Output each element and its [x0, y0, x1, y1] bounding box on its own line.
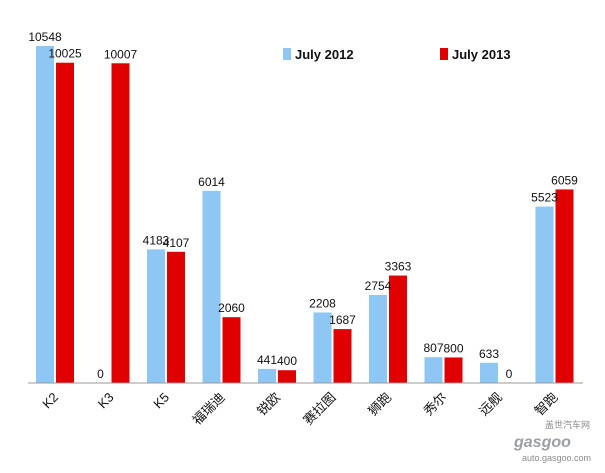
value-label-july-2013-9: 6059 [551, 173, 578, 187]
bar-july-2013-4 [278, 370, 296, 383]
x-tick-label-9: 智跑 [532, 390, 561, 419]
x-tick-label-5: 赛拉图 [300, 390, 338, 428]
watermark-cn: 盖世汽车网 [545, 419, 590, 430]
bar-july-2013-6 [389, 275, 407, 383]
bar-july-2012-0 [36, 46, 54, 383]
bar-july-2013-1 [111, 63, 130, 383]
watermark: 盖世汽车网 gasgoo auto.gasgoo.com [513, 419, 591, 463]
x-tick-label-4: 锐欧 [254, 390, 283, 419]
value-label-july-2013-8: 0 [506, 367, 513, 381]
legend: July 2012 July 2013 [283, 47, 511, 62]
value-label-july-2012-9: 5523 [531, 191, 558, 205]
x-tick-label-8: 远舰 [476, 390, 505, 419]
x-tick-label-2: K5 [150, 390, 172, 412]
watermark-logo: gasgoo [513, 434, 571, 451]
x-tick-label-3: 福瑞迪 [189, 390, 227, 428]
bar-july-2012-7 [424, 357, 443, 383]
value-label-july-2013-2: 4107 [163, 236, 190, 250]
value-label-july-2012-0: 10548 [28, 30, 62, 44]
bar-july-2013-3 [222, 317, 241, 383]
bar-july-2013-7 [444, 357, 463, 383]
value-label-july-2012-6: 2754 [365, 279, 392, 293]
bar-july-2012-2 [147, 249, 165, 383]
bar-july-2013-5 [333, 329, 352, 383]
bar-july-2013-2 [167, 251, 185, 383]
x-tick-label-0: K2 [39, 390, 61, 412]
bar-july-2012-9 [535, 206, 554, 383]
value-label-july-2012-7: 807 [423, 341, 443, 355]
bar-july-2012-8 [480, 362, 498, 383]
value-label-july-2013-1: 10007 [104, 47, 138, 61]
value-label-july-2012-1: 0 [97, 367, 104, 381]
value-label-july-2012-4: 441 [257, 353, 277, 367]
x-tick-labels-layer: K2 K3 K5 福瑞迪 锐欧 赛拉图 狮跑 秀尔 远舰 智跑 [39, 390, 560, 428]
value-label-july-2013-7: 800 [443, 341, 463, 355]
bar-july-2012-6 [369, 295, 387, 383]
value-label-july-2013-6: 3363 [385, 260, 412, 274]
watermark-url: auto.gasgoo.com [522, 453, 591, 463]
legend-swatch-july-2012 [283, 48, 291, 60]
value-label-july-2012-2: 4183 [143, 233, 170, 247]
x-tick-label-1: K3 [95, 390, 117, 412]
legend-label-july-2012: July 2012 [295, 47, 354, 62]
value-label-july-2013-3: 2060 [218, 301, 245, 315]
value-label-july-2012-5: 2208 [309, 296, 336, 310]
value-label-july-2013-5: 1687 [329, 313, 356, 327]
legend-label-july-2013: July 2013 [452, 47, 511, 62]
bar-july-2012-4 [258, 368, 276, 383]
bar-july-2012-5 [313, 312, 332, 383]
legend-swatch-july-2013 [440, 48, 448, 60]
bar-july-2012-3 [202, 190, 221, 383]
value-label-july-2013-4: 400 [277, 354, 297, 368]
value-label-july-2012-8: 633 [479, 347, 499, 361]
bars-layer [36, 46, 574, 384]
x-tick-label-6: 狮跑 [365, 390, 394, 419]
bar-july-2013-0 [56, 62, 74, 384]
bar-july-2013-9 [555, 189, 574, 383]
value-label-july-2012-3: 6014 [198, 175, 225, 189]
x-tick-label-7: 秀尔 [421, 390, 450, 419]
value-label-july-2013-0: 10025 [48, 47, 82, 61]
